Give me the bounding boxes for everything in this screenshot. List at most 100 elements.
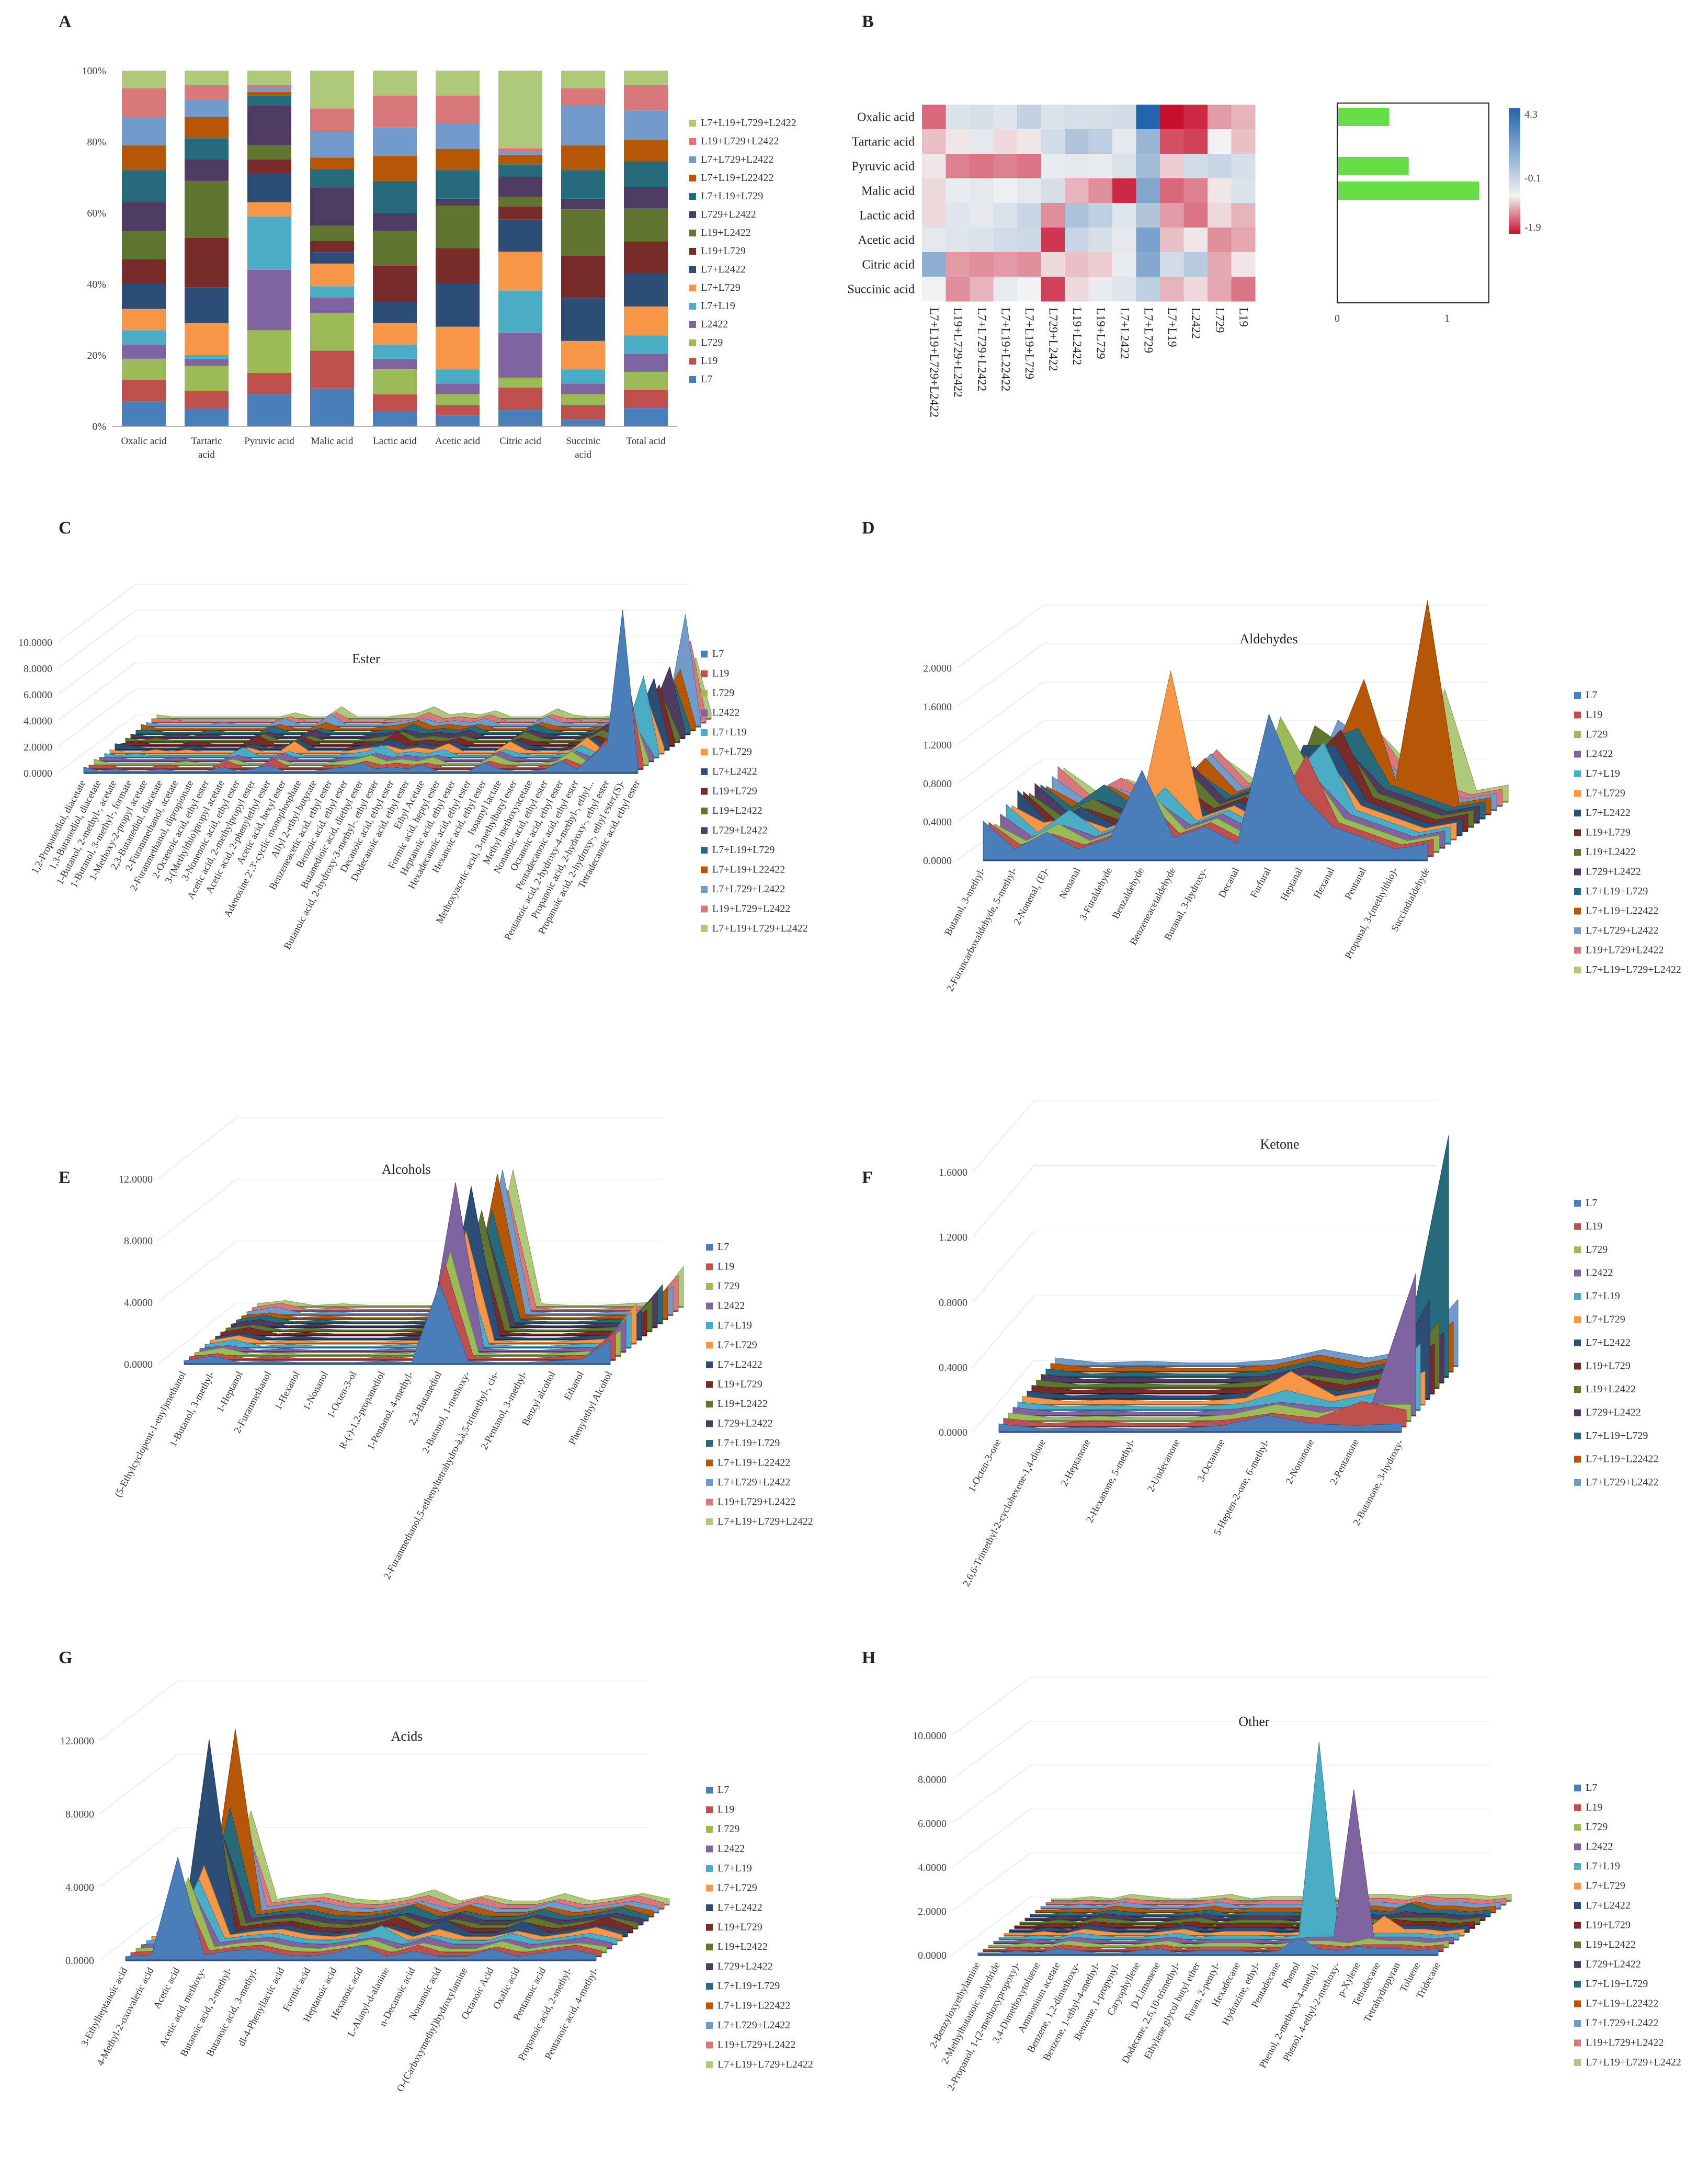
legend-swatch — [706, 1826, 713, 1833]
legend-swatch — [689, 303, 696, 310]
heatmap-cell — [993, 129, 1018, 154]
legend-swatch — [689, 175, 696, 181]
bar-segment — [247, 394, 291, 426]
y-tick-label: 0.0000 — [124, 1359, 153, 1370]
heatmap-cell — [1065, 129, 1089, 154]
heatmap-cell — [1065, 228, 1089, 253]
legend-swatch — [1574, 1223, 1581, 1230]
series-area — [998, 1415, 1402, 1433]
y-tick-label: 10.0000 — [913, 1730, 947, 1742]
legend-label: L729 — [1586, 1244, 1608, 1255]
bar-segment — [122, 202, 166, 231]
legend-label: L19+L2422 — [1586, 846, 1636, 858]
legend-label: L7+L2422 — [1586, 807, 1631, 819]
legend-label: L729+L2422 — [718, 1961, 773, 1972]
heatmap-cell — [922, 228, 946, 253]
x-category-label: Tartaric — [191, 436, 222, 447]
heatmap-cell — [993, 154, 1018, 179]
side-bar — [1338, 157, 1409, 175]
legend-label: L7+L729 — [718, 1882, 757, 1894]
chart-title: Other — [1238, 1714, 1270, 1729]
heatmap-cell — [1160, 252, 1184, 277]
series-area — [125, 1857, 597, 1961]
x-category-label: 2-Nonanone — [1284, 1437, 1317, 1486]
bar-segment — [624, 139, 668, 162]
bar-segment — [185, 355, 229, 359]
legend-label: L7+L19 — [1586, 768, 1620, 779]
bar-segment — [310, 298, 354, 313]
legend-swatch — [1574, 1409, 1581, 1416]
bar-segment — [624, 85, 668, 111]
legend-swatch — [1574, 1961, 1581, 1968]
heatmap-cell — [1208, 252, 1232, 277]
heatmap-cell — [1065, 203, 1089, 228]
grid-line-depth — [57, 714, 136, 774]
bar-segment — [561, 145, 605, 171]
legend-label: L7+L19+L22422 — [718, 1457, 790, 1469]
legend-swatch — [1574, 1785, 1581, 1791]
y-tick-label: 8.0000 — [65, 1809, 94, 1820]
y-tick-label: 4.0000 — [65, 1882, 94, 1893]
y-tick-label: 1.6000 — [923, 701, 952, 713]
heatmap-cell — [946, 203, 970, 228]
x-category-label: acid — [198, 449, 215, 460]
x-category-label: acid — [575, 449, 591, 460]
heatmap-cell — [1041, 129, 1065, 154]
legend-swatch — [1574, 751, 1581, 758]
heatmap-cell — [1160, 228, 1184, 253]
legend-swatch — [689, 358, 696, 365]
legend-label: L19+L729+L2422 — [718, 2039, 795, 2051]
legend-swatch — [689, 211, 696, 218]
bar-segment — [436, 369, 480, 384]
bar-segment — [624, 306, 668, 336]
bar-segment — [561, 394, 605, 405]
legend-swatch — [689, 376, 696, 383]
legend-label: L19+L2422 — [718, 1398, 768, 1410]
legend-swatch — [689, 321, 696, 328]
heatmap-cell — [922, 277, 946, 302]
y-tick-label: 6.0000 — [24, 689, 52, 701]
x-category-label: dl-4-Phenyllactic acid — [236, 1966, 287, 2048]
y-tick-label: 100% — [82, 65, 106, 77]
series-area — [998, 1741, 1460, 1940]
heatmap-cell — [922, 154, 946, 179]
series-area — [184, 1283, 611, 1365]
bar-segment — [373, 231, 417, 266]
legend-swatch — [706, 1498, 713, 1506]
bar-segment — [247, 95, 291, 106]
heatmap-cell — [1136, 154, 1160, 179]
panel-h-ridge-area-chart: 0.0000 2.0000 4.0000 6.0000 8.0000 10.0000 Oth… — [913, 1677, 1681, 2093]
legend-label: L19 — [712, 668, 729, 679]
bar-segment — [436, 248, 480, 284]
legend-swatch — [1574, 790, 1581, 797]
bar-segment — [310, 188, 354, 226]
y-tick-label: 0.0000 — [923, 855, 952, 867]
heatmap-cell — [1231, 252, 1256, 277]
colorbar-max-label: 4.3 — [1524, 109, 1538, 120]
bar-segment — [498, 151, 542, 155]
bar-segment — [624, 71, 668, 85]
x-category-label: 2-Pentanone — [1328, 1437, 1361, 1486]
chart-title: Ester — [352, 651, 380, 666]
side-bar — [1338, 108, 1390, 126]
y-tick-label: 2.0000 — [918, 1906, 947, 1917]
legend-label: L7+L19+L22422 — [1586, 1454, 1658, 1465]
legend-swatch — [701, 847, 708, 854]
heatmap-cell — [946, 252, 970, 277]
bar-segment — [247, 269, 291, 331]
y-tick-label: 0.0000 — [65, 1955, 94, 1967]
heatmap-cell — [1136, 105, 1160, 130]
heatmap-cell — [1112, 228, 1136, 253]
bar-segment — [561, 383, 605, 394]
bar-segment — [624, 208, 668, 242]
legend-label: L7+L19+L729 — [718, 1437, 780, 1449]
series-area — [1012, 1274, 1416, 1416]
legend-label: L19+L2422 — [718, 1941, 768, 1952]
heatmap-cell — [1041, 154, 1065, 179]
legend-swatch — [701, 690, 708, 697]
series-area — [1003, 1401, 1407, 1427]
series-area — [1008, 1404, 1411, 1422]
colorbar-min-label: -1.9 — [1524, 222, 1541, 233]
legend-swatch — [1574, 927, 1581, 934]
bar-segment — [436, 415, 480, 426]
